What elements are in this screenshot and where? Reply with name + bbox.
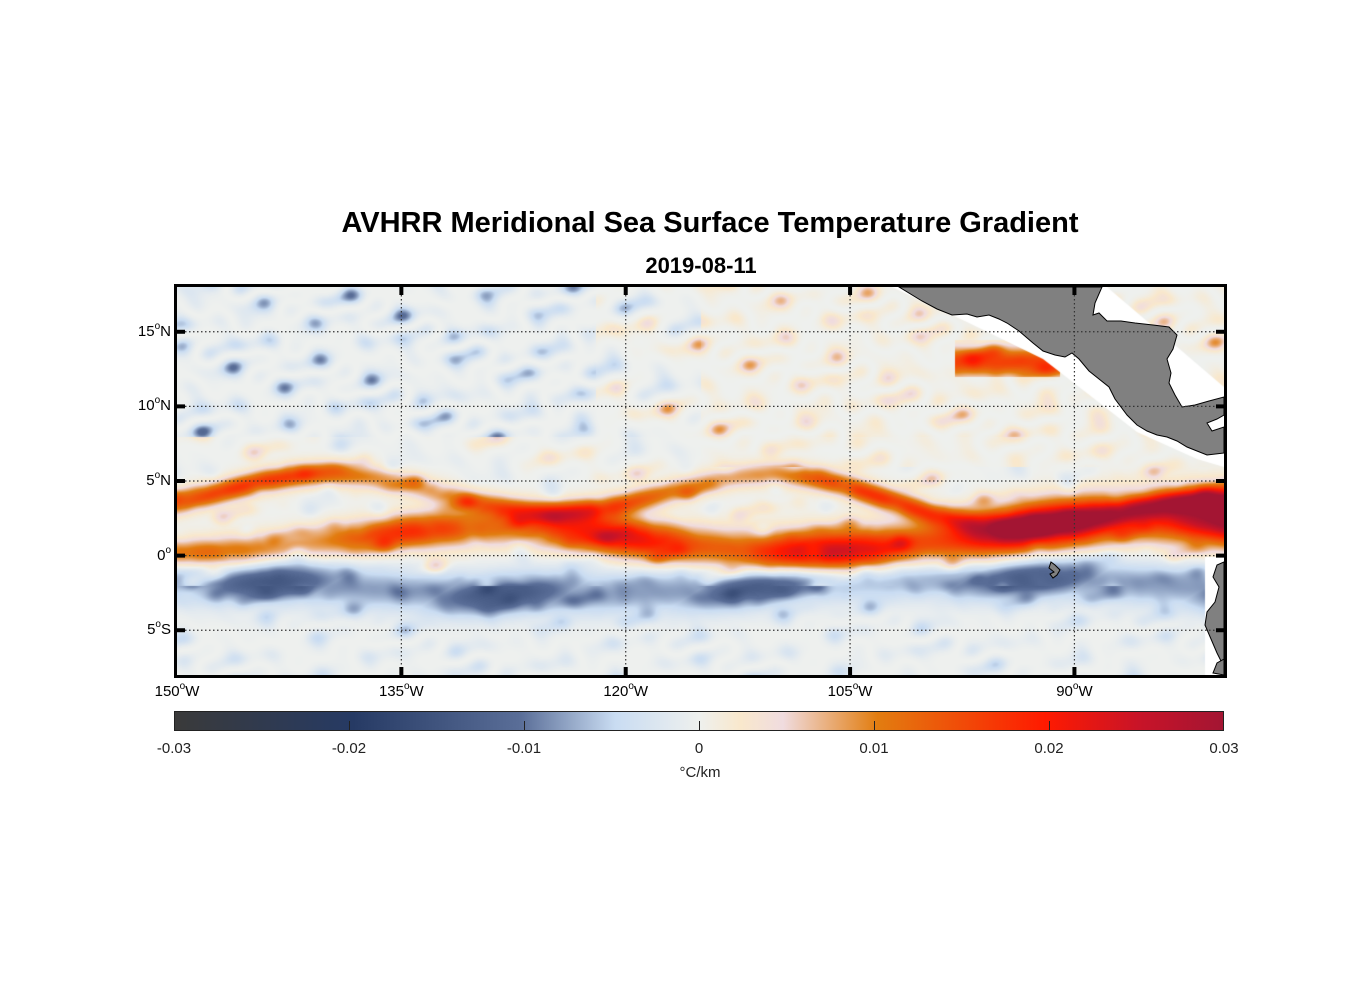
colorbar-unit-label: °C/km — [679, 764, 721, 781]
map-overlay — [177, 287, 1224, 675]
land-galapagos — [1048, 561, 1061, 579]
colorbar-tick-mark — [524, 721, 525, 730]
lat-tick-label: 10oN — [137, 395, 171, 415]
colorbar-tick-label: -0.03 — [156, 740, 192, 757]
lat-tick-label: 5oN — [146, 470, 171, 490]
land-south-america-coast — [1204, 561, 1224, 668]
chart-title: AVHRR Meridional Sea Surface Temperature… — [341, 207, 1079, 239]
lat-tick-label: 5oS — [147, 619, 171, 639]
colorbar-tick-label: -0.01 — [506, 740, 542, 757]
axis-ticks — [177, 287, 1224, 675]
lat-tick-label: 15oN — [137, 320, 171, 340]
land-peru-north — [1212, 658, 1224, 675]
colorbar-tick-mark — [699, 721, 700, 730]
colorbar-tick-mark — [349, 721, 350, 730]
graticule — [177, 287, 1224, 675]
colorbar-tick-label: 0.03 — [1209, 740, 1239, 757]
lat-tick-label: 0o — [157, 544, 171, 564]
colorbar-tick-mark — [1049, 721, 1050, 730]
colorbar-tick-label: 0.01 — [859, 740, 889, 757]
colorbar-tick-label: 0 — [694, 740, 704, 757]
lon-tick-label: 150oW — [154, 681, 200, 701]
land-mexico-central-america — [898, 287, 1224, 456]
lon-tick-label: 120oW — [603, 681, 649, 701]
land-masses — [898, 287, 1224, 675]
colorbar-tick-label: 0.02 — [1034, 740, 1064, 757]
map-panel[interactable] — [174, 284, 1227, 678]
colorbar-tick-mark — [874, 721, 875, 730]
lon-tick-label: 135oW — [378, 681, 424, 701]
chart-date: 2019-08-11 — [645, 253, 757, 278]
colorbar-tick-label: -0.02 — [331, 740, 367, 757]
lon-tick-label: 90oW — [1056, 681, 1093, 701]
lon-tick-label: 105oW — [827, 681, 873, 701]
